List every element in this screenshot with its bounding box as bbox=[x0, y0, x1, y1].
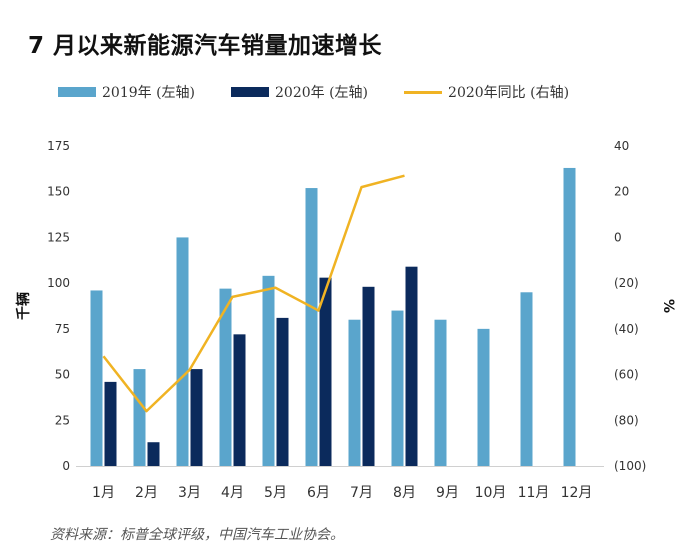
right-tick-label: 40 bbox=[614, 139, 629, 153]
right-tick-label: (60) bbox=[614, 368, 639, 382]
bar-2019-5 bbox=[262, 275, 275, 466]
legend-label-2020: 2020年 (左轴) bbox=[275, 85, 369, 101]
right-tick-label: 20 bbox=[614, 185, 629, 199]
bar-2019-2 bbox=[133, 369, 146, 466]
right-tick-label: (80) bbox=[614, 413, 639, 427]
bar-2019-7 bbox=[348, 319, 361, 466]
month-label: 3月 bbox=[178, 485, 201, 501]
bar-2020-4 bbox=[233, 334, 246, 466]
left-tick-label: 100 bbox=[47, 276, 70, 290]
month-label: 6月 bbox=[307, 485, 330, 501]
bar-2019-10 bbox=[477, 328, 490, 466]
bar-2019-3 bbox=[176, 237, 189, 466]
x-axis-labels: 1月 2月 3月 4月 5月 6月 7月 8月 9月 10月 11月 12月 bbox=[92, 485, 592, 501]
month-label: 7月 bbox=[350, 485, 373, 501]
bar-2019-8 bbox=[391, 310, 404, 466]
line-layer bbox=[102, 174, 405, 413]
month-label: 10月 bbox=[475, 485, 507, 501]
bar-2019-6 bbox=[305, 188, 318, 467]
bar-2019-11 bbox=[520, 292, 533, 466]
right-tick-label: (100) bbox=[614, 459, 646, 473]
bar-2019-4 bbox=[219, 288, 232, 466]
month-label: 12月 bbox=[561, 485, 593, 501]
bar-2020-6 bbox=[319, 277, 332, 466]
bars-layer bbox=[90, 167, 576, 467]
left-axis-ticks: 0 25 50 75 100 125 150 175 bbox=[47, 139, 70, 473]
left-tick-label: 75 bbox=[55, 322, 70, 336]
month-label: 9月 bbox=[436, 485, 459, 501]
legend-item-yoy: 2020年同比 (右轴) bbox=[404, 82, 569, 102]
left-tick-label: 25 bbox=[55, 413, 70, 427]
legend-label-2019: 2019年 (左轴) bbox=[102, 85, 196, 101]
right-axis-ticks: (100) (80) (60) (40) (20) 0 20 40 bbox=[614, 139, 646, 473]
legend-swatch-2020 bbox=[231, 87, 270, 97]
bar-2020-5 bbox=[276, 317, 289, 466]
left-tick-label: 125 bbox=[47, 230, 70, 244]
legend-item-2019: 2019年 (左轴) bbox=[58, 82, 195, 102]
right-axis-title: % bbox=[660, 299, 676, 313]
month-label: 2月 bbox=[135, 485, 158, 501]
bar-2019-1 bbox=[90, 290, 103, 466]
legend-swatch-yoy bbox=[404, 90, 443, 94]
bar-2019-9 bbox=[434, 319, 447, 466]
left-axis-title: 千辆 bbox=[15, 292, 32, 320]
left-tick-label: 175 bbox=[47, 139, 70, 153]
bar-2020-1 bbox=[104, 381, 117, 466]
left-tick-label: 50 bbox=[55, 368, 70, 382]
chart-title: 7 月以来新能源汽车销量加速增长 bbox=[28, 33, 383, 59]
right-tick-label: 0 bbox=[614, 230, 622, 244]
right-tick-label: (40) bbox=[614, 322, 639, 336]
left-tick-label: 0 bbox=[62, 459, 70, 473]
legend-item-2020: 2020年 (左轴) bbox=[231, 82, 368, 102]
legend: 2019年 (左轴) 2020年 (左轴) 2020年同比 (右轴) bbox=[58, 82, 605, 102]
month-label: 11月 bbox=[518, 485, 550, 501]
legend-label-yoy: 2020年同比 (右轴) bbox=[448, 85, 570, 101]
month-label: 4月 bbox=[221, 485, 244, 501]
month-label: 8月 bbox=[393, 485, 416, 501]
month-label: 5月 bbox=[264, 485, 287, 501]
bar-2019-12 bbox=[563, 167, 576, 466]
month-label: 1月 bbox=[92, 485, 115, 501]
legend-swatch-2019 bbox=[58, 87, 96, 97]
bar-2020-8 bbox=[405, 266, 418, 466]
source-note: 资料来源：标普全球评级，中国汽车工业协会。 bbox=[50, 527, 344, 543]
line-yoy-2020 bbox=[102, 174, 405, 413]
left-tick-label: 150 bbox=[47, 185, 70, 199]
bar-2020-3 bbox=[190, 369, 203, 466]
bar-2020-7 bbox=[362, 286, 375, 466]
bar-2020-2 bbox=[147, 442, 160, 466]
right-tick-label: (20) bbox=[614, 276, 639, 290]
